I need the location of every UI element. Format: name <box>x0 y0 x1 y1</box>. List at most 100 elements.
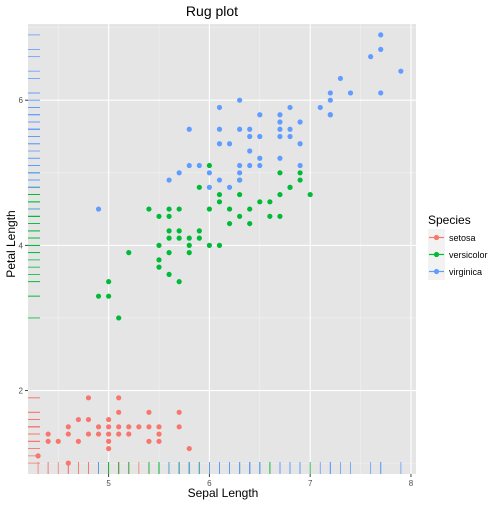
data-point <box>247 206 253 212</box>
legend-item: virginica <box>428 263 482 280</box>
data-point <box>297 170 303 176</box>
data-point <box>378 32 384 38</box>
data-point <box>337 75 344 82</box>
data-point <box>186 242 192 248</box>
data-point <box>257 133 263 140</box>
data-point <box>237 213 243 219</box>
data-point <box>247 162 253 169</box>
data-point <box>45 431 51 437</box>
x-tick-label: 7 <box>308 479 313 488</box>
data-point <box>176 170 182 176</box>
data-point <box>146 409 152 415</box>
data-point <box>186 126 192 132</box>
data-point <box>307 191 313 198</box>
data-point <box>257 162 263 169</box>
data-point <box>65 424 71 430</box>
data-point <box>327 90 333 96</box>
data-point <box>277 112 283 118</box>
data-point <box>116 431 122 437</box>
chart-title: Rug plot <box>186 3 238 19</box>
data-point <box>126 424 132 430</box>
data-point <box>75 416 81 423</box>
legend-item: setosa <box>428 229 476 246</box>
data-point <box>146 438 152 444</box>
data-point <box>237 97 243 103</box>
data-point <box>206 170 213 176</box>
data-point <box>206 184 213 190</box>
data-point <box>186 445 192 452</box>
data-point <box>216 104 223 111</box>
data-point <box>156 431 162 437</box>
data-point <box>136 424 142 430</box>
data-point <box>277 213 283 219</box>
data-point <box>146 206 152 212</box>
y-tick-label: 6 <box>19 96 24 105</box>
y-axis-label: Petal Length <box>4 210 18 277</box>
data-point <box>378 90 384 96</box>
x-tick-label: 6 <box>207 479 212 488</box>
legend-label: versicolor <box>449 250 488 260</box>
data-point <box>166 206 172 212</box>
data-point <box>257 199 263 205</box>
data-point <box>156 242 162 248</box>
data-point <box>196 228 202 234</box>
data-point <box>247 126 253 132</box>
data-point <box>277 119 283 125</box>
data-point <box>176 409 182 415</box>
data-point <box>176 279 182 285</box>
data-point <box>216 177 223 183</box>
data-point <box>226 220 233 227</box>
data-point <box>95 293 102 299</box>
y-tick-label: 4 <box>19 241 24 250</box>
data-point <box>186 250 192 256</box>
data-point <box>216 242 223 248</box>
data-point <box>297 177 303 183</box>
data-point <box>347 90 354 96</box>
data-point <box>297 119 303 125</box>
data-point <box>116 395 122 401</box>
data-point <box>257 112 263 118</box>
data-point <box>226 206 233 212</box>
data-point <box>297 162 303 169</box>
data-point <box>206 242 213 248</box>
data-point <box>126 431 132 437</box>
plot-panel <box>28 24 416 474</box>
data-point <box>176 228 182 234</box>
data-point <box>166 213 172 219</box>
data-point <box>166 235 172 241</box>
data-point <box>146 424 152 430</box>
data-point <box>226 141 233 147</box>
data-point <box>267 213 273 219</box>
data-point <box>327 97 333 103</box>
data-point <box>85 416 92 423</box>
data-point <box>287 184 293 190</box>
data-point <box>166 177 172 183</box>
data-point <box>95 431 102 437</box>
x-axis-label: Sepal Length <box>188 486 259 500</box>
data-point <box>206 206 213 212</box>
legend: Species setosa versicolor virginica <box>428 213 488 280</box>
data-point <box>106 438 112 444</box>
data-point <box>277 126 283 132</box>
data-point <box>156 264 162 270</box>
data-point <box>237 126 243 132</box>
data-point <box>237 191 243 198</box>
data-point <box>176 206 182 212</box>
data-point <box>106 416 112 423</box>
data-point <box>166 250 172 256</box>
data-point <box>277 170 283 176</box>
data-point <box>317 104 323 111</box>
data-point <box>277 191 283 198</box>
data-point <box>287 126 293 132</box>
data-point <box>378 46 384 53</box>
data-point <box>156 257 162 263</box>
data-point <box>176 424 182 430</box>
data-point <box>186 162 192 169</box>
data-point <box>65 431 71 437</box>
data-point <box>106 431 112 437</box>
legend-label: virginica <box>449 267 482 277</box>
data-point <box>176 235 182 241</box>
data-point <box>116 315 122 321</box>
